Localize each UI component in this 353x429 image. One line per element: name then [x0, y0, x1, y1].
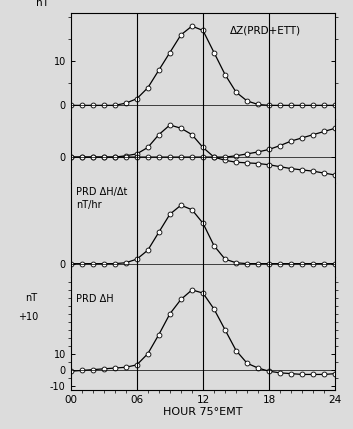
Text: ΔZ(PRD+ETT): ΔZ(PRD+ETT): [229, 26, 300, 36]
Text: nT: nT: [26, 293, 38, 302]
Text: PRD ΔH/Δt
nT/hr: PRD ΔH/Δt nT/hr: [76, 187, 127, 210]
Text: nT: nT: [36, 0, 49, 8]
Text: PRD ΔH: PRD ΔH: [76, 294, 114, 304]
X-axis label: HOUR 75°EMT: HOUR 75°EMT: [163, 407, 243, 417]
Text: +10: +10: [18, 312, 38, 322]
